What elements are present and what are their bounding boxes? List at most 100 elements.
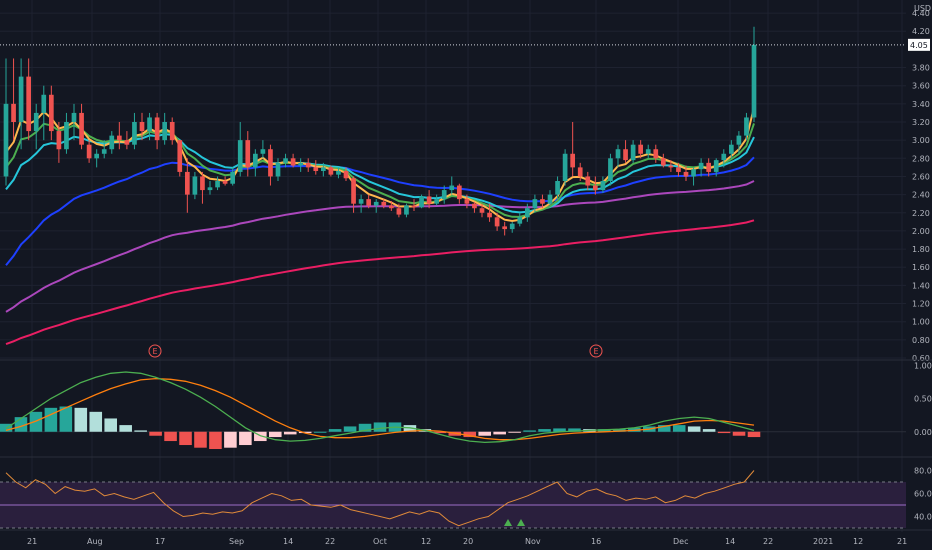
candle[interactable] bbox=[268, 144, 273, 186]
candle[interactable] bbox=[3, 58, 9, 186]
candle[interactable] bbox=[71, 103, 77, 141]
candle[interactable] bbox=[116, 122, 122, 150]
candle[interactable] bbox=[419, 194, 424, 209]
candle[interactable] bbox=[585, 171, 591, 191]
candle[interactable] bbox=[79, 103, 84, 150]
candle[interactable] bbox=[487, 203, 492, 222]
candle[interactable] bbox=[630, 140, 636, 163]
candle[interactable] bbox=[343, 167, 349, 181]
candle[interactable] bbox=[479, 203, 485, 218]
candle[interactable] bbox=[162, 112, 168, 145]
candle[interactable] bbox=[562, 149, 568, 186]
candle[interactable] bbox=[275, 158, 281, 181]
candle[interactable] bbox=[660, 153, 666, 168]
candle[interactable] bbox=[373, 199, 379, 213]
candle[interactable] bbox=[706, 158, 712, 177]
candle[interactable] bbox=[494, 212, 500, 231]
candle[interactable] bbox=[555, 176, 560, 200]
candle[interactable] bbox=[124, 131, 130, 150]
candle[interactable] bbox=[472, 201, 477, 213]
candle[interactable] bbox=[11, 58, 16, 141]
candle[interactable] bbox=[336, 167, 341, 179]
candle[interactable] bbox=[388, 200, 394, 211]
candle[interactable] bbox=[222, 176, 228, 186]
candle[interactable] bbox=[434, 194, 440, 206]
candle[interactable] bbox=[668, 160, 674, 172]
candle[interactable] bbox=[638, 140, 644, 159]
candle[interactable] bbox=[313, 160, 319, 175]
candle[interactable] bbox=[615, 144, 621, 168]
earnings-marker[interactable]: E bbox=[589, 344, 603, 358]
candle[interactable] bbox=[683, 165, 689, 181]
candle[interactable] bbox=[41, 85, 47, 141]
candle[interactable] bbox=[751, 26, 757, 122]
candle[interactable] bbox=[570, 122, 576, 177]
candle[interactable] bbox=[237, 122, 243, 177]
candle[interactable] bbox=[411, 199, 417, 211]
candle[interactable] bbox=[366, 194, 372, 209]
candle[interactable] bbox=[200, 171, 205, 204]
candle[interactable] bbox=[86, 140, 92, 163]
candle[interactable] bbox=[698, 158, 704, 177]
candle[interactable] bbox=[623, 140, 628, 163]
candle[interactable] bbox=[509, 221, 515, 233]
candle[interactable] bbox=[728, 140, 734, 159]
candle[interactable] bbox=[456, 183, 462, 204]
candle[interactable] bbox=[298, 158, 304, 172]
candle[interactable] bbox=[426, 190, 432, 209]
candle[interactable] bbox=[320, 162, 326, 177]
candle[interactable] bbox=[207, 181, 213, 195]
candle[interactable] bbox=[26, 58, 32, 141]
candle[interactable] bbox=[177, 140, 183, 177]
candle[interactable] bbox=[328, 165, 334, 177]
candle[interactable] bbox=[147, 112, 152, 141]
candle[interactable] bbox=[94, 149, 100, 168]
candle[interactable] bbox=[230, 167, 236, 186]
candle[interactable] bbox=[18, 58, 24, 150]
candle[interactable] bbox=[645, 144, 651, 159]
candle[interactable] bbox=[132, 112, 137, 150]
candle[interactable] bbox=[215, 176, 220, 191]
candle[interactable] bbox=[577, 162, 583, 181]
candle[interactable] bbox=[192, 171, 198, 200]
candle[interactable] bbox=[290, 153, 296, 168]
candle[interactable] bbox=[260, 140, 266, 159]
candle[interactable] bbox=[64, 112, 69, 154]
candle[interactable] bbox=[502, 221, 508, 236]
candle[interactable] bbox=[464, 194, 470, 209]
candle[interactable] bbox=[252, 149, 258, 177]
candle[interactable] bbox=[676, 162, 681, 177]
candle[interactable] bbox=[396, 203, 402, 218]
candle[interactable] bbox=[169, 117, 175, 145]
candle[interactable] bbox=[592, 176, 598, 195]
candle[interactable] bbox=[109, 131, 115, 154]
candle[interactable] bbox=[48, 85, 54, 141]
candle[interactable] bbox=[351, 176, 356, 213]
candle[interactable] bbox=[600, 176, 606, 193]
candle[interactable] bbox=[736, 131, 742, 154]
candle[interactable] bbox=[524, 203, 530, 222]
candle[interactable] bbox=[33, 103, 39, 150]
candle[interactable] bbox=[441, 185, 447, 204]
candle[interactable] bbox=[305, 158, 311, 172]
candle[interactable] bbox=[139, 112, 145, 141]
candle[interactable] bbox=[608, 153, 613, 186]
candle[interactable] bbox=[653, 144, 659, 163]
candle[interactable] bbox=[283, 153, 288, 168]
candle[interactable] bbox=[517, 212, 523, 227]
candle[interactable] bbox=[381, 199, 387, 209]
candle[interactable] bbox=[56, 122, 62, 163]
candle[interactable] bbox=[245, 131, 251, 177]
candle[interactable] bbox=[101, 140, 107, 159]
candle[interactable] bbox=[721, 149, 727, 168]
candle[interactable] bbox=[449, 176, 455, 195]
earnings-marker[interactable]: E bbox=[148, 344, 162, 358]
candle[interactable] bbox=[404, 203, 409, 218]
candle[interactable] bbox=[713, 158, 719, 177]
candle[interactable] bbox=[358, 194, 364, 213]
candle[interactable] bbox=[744, 112, 749, 141]
candle[interactable] bbox=[532, 194, 538, 213]
candle[interactable] bbox=[691, 167, 696, 186]
candle[interactable] bbox=[540, 194, 545, 209]
